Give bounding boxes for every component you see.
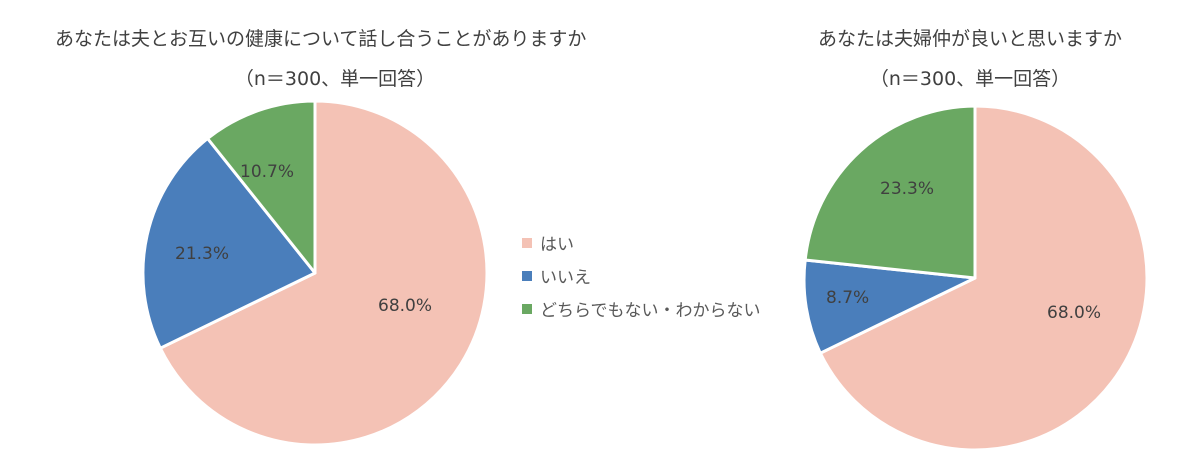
legend-label-yes: はい — [540, 235, 574, 255]
pie1-slice-neither[interactable] — [206, 99, 317, 275]
pie1-slice-yes[interactable] — [158, 99, 489, 447]
pie2-label-yes: 68.0% — [1047, 303, 1101, 323]
chart2-subtitle: （n＝300、単一回答） — [869, 68, 1071, 90]
pie1-label-neither: 10.7% — [240, 162, 294, 182]
legend-label-neither: どちらでもない・わからない — [540, 301, 761, 321]
pie1-slice-no[interactable] — [141, 137, 317, 350]
pie-chart-2 — [802, 104, 1149, 452]
legend-swatch-neither — [522, 303, 532, 314]
chart1-title: あなたは夫とお互いの健康について話し合うことがありますか — [55, 28, 587, 50]
pie2-slice-neither[interactable] — [803, 104, 977, 280]
pie2-label-no: 8.7% — [826, 288, 869, 308]
legend-item-yes: はい — [522, 226, 761, 259]
pie1-label-yes: 68.0% — [378, 296, 432, 316]
pie-chart-1 — [141, 99, 489, 447]
pie2-slice-yes[interactable] — [818, 104, 1149, 452]
legend-swatch-no — [522, 270, 532, 281]
legend-item-no: いいえ — [522, 259, 761, 292]
legend-label-no: いいえ — [540, 268, 591, 288]
pie2-label-neither: 23.3% — [880, 179, 934, 199]
pie1-label-no: 21.3% — [175, 244, 229, 264]
legend: はい いいえ どちらでもない・わからない — [522, 226, 761, 325]
pie2-slice-no[interactable] — [802, 258, 977, 355]
legend-item-neither: どちらでもない・わからない — [522, 292, 761, 325]
legend-swatch-yes — [522, 237, 532, 248]
chart2-title: あなたは夫婦仲が良いと思いますか — [817, 28, 1122, 50]
chart1-subtitle: （n＝300、単一回答） — [234, 68, 436, 90]
